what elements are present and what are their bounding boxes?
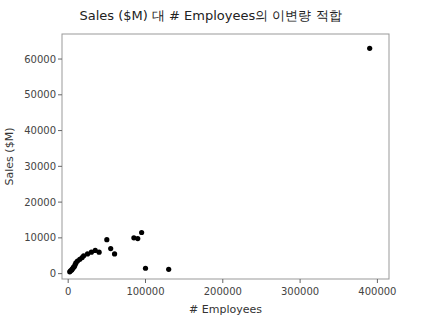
point bbox=[139, 230, 144, 235]
y-tick-label: 50000 bbox=[24, 89, 56, 100]
chart: Sales ($M) 대 # Employees의 이변량 적합01000002… bbox=[0, 0, 421, 321]
y-tick-label: 0 bbox=[50, 268, 56, 279]
y-tick bbox=[58, 166, 62, 167]
points bbox=[67, 46, 372, 275]
plot-frame bbox=[62, 34, 389, 279]
x-tick bbox=[377, 279, 378, 283]
y-tick bbox=[58, 237, 62, 238]
title: Sales ($M) 대 # Employees의 이변량 적합 bbox=[79, 8, 341, 23]
x-tick bbox=[300, 279, 301, 283]
point bbox=[135, 236, 140, 241]
x-tick-label: 300000 bbox=[281, 286, 319, 297]
point bbox=[112, 251, 117, 256]
point bbox=[143, 266, 148, 271]
y-tick-label: 10000 bbox=[24, 232, 56, 243]
x-tick bbox=[68, 279, 69, 283]
x-axis-label: # Employees bbox=[189, 303, 262, 316]
y-tick-label: 30000 bbox=[24, 161, 56, 172]
x-tick-label: 400000 bbox=[358, 286, 396, 297]
point bbox=[104, 237, 109, 242]
y-axis-label: Sales ($M) bbox=[3, 128, 16, 186]
point bbox=[166, 267, 171, 272]
y-tick bbox=[58, 59, 62, 60]
x-tick bbox=[222, 279, 223, 283]
x-tick-label: 200000 bbox=[204, 286, 242, 297]
point bbox=[367, 46, 372, 51]
x-tick-label: 100000 bbox=[126, 286, 164, 297]
y-tick bbox=[58, 130, 62, 131]
x-tick-label: 0 bbox=[65, 286, 71, 297]
y-tick-label: 60000 bbox=[24, 54, 56, 65]
point bbox=[108, 246, 113, 251]
y-tick bbox=[58, 202, 62, 203]
y-tick-label: 20000 bbox=[24, 197, 56, 208]
y-tick-label: 40000 bbox=[24, 125, 56, 136]
y-tick bbox=[58, 94, 62, 95]
x-tick bbox=[145, 279, 146, 283]
point bbox=[97, 250, 102, 255]
y-tick bbox=[58, 273, 62, 274]
